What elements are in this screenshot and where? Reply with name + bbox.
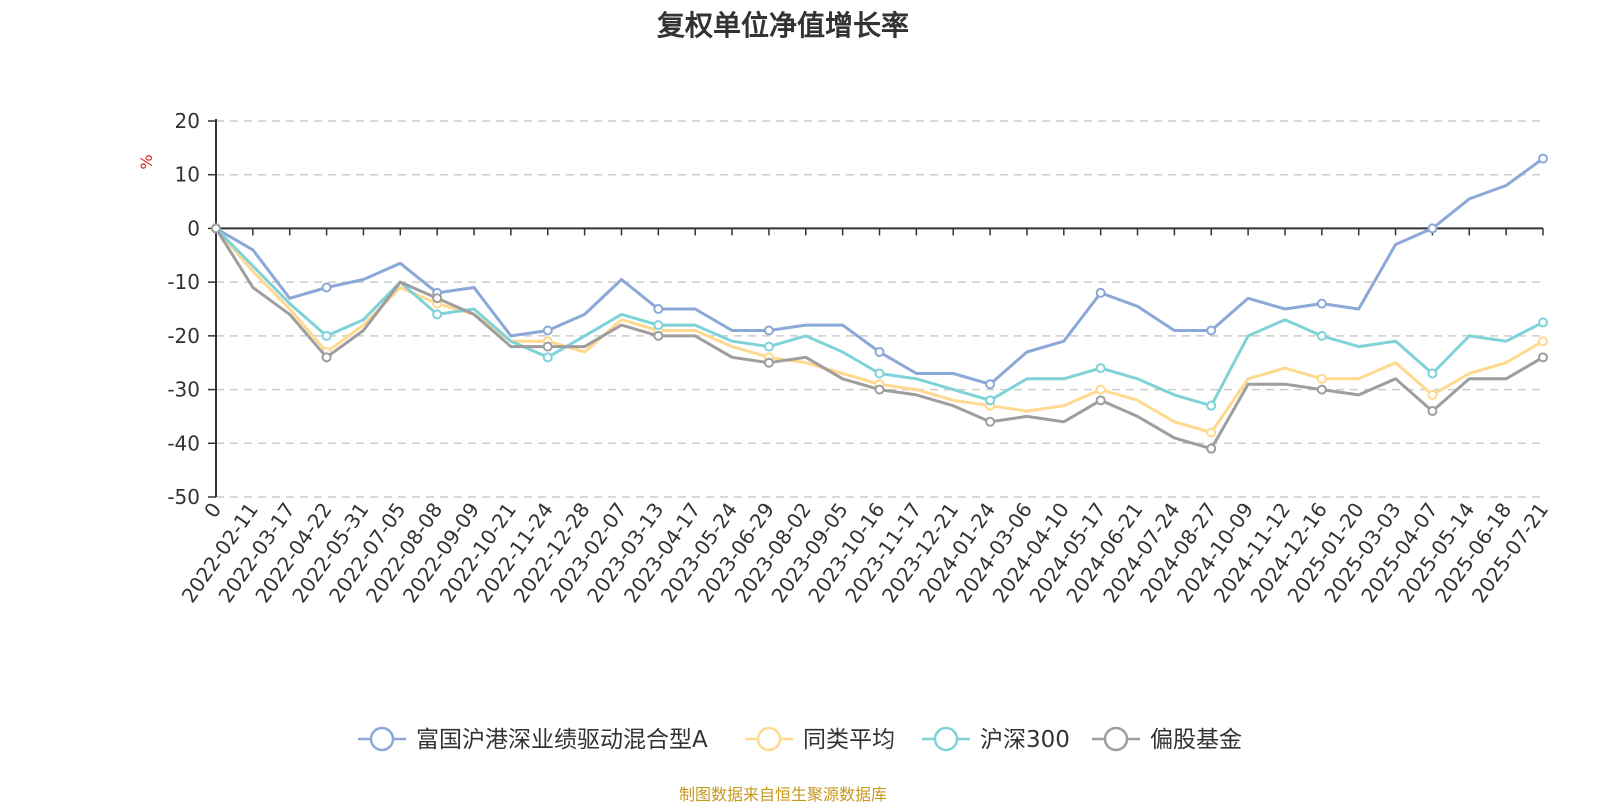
y-tick-label: -50: [167, 485, 200, 509]
data-point: [1316, 298, 1327, 309]
data-point: [1095, 363, 1106, 374]
y-tick-label: -30: [167, 378, 200, 402]
data-point: [763, 357, 774, 368]
legend-item[interactable]: 沪深300: [922, 726, 1070, 753]
y-tick-label: 10: [175, 163, 200, 187]
legend-marker-icon: [369, 726, 395, 752]
data-point: [432, 293, 443, 304]
data-point: [1538, 336, 1548, 347]
data-point: [1316, 373, 1327, 384]
data-point: [985, 379, 996, 390]
legend: 富国沪港深业绩驱动混合型A 同类平均 沪深300 偏股基金: [358, 726, 1242, 753]
data-point: [874, 384, 885, 395]
y-tick-label: 20: [175, 109, 200, 133]
chart-title: 复权单位净值增长率: [656, 9, 909, 42]
legend-marker-icon: [933, 726, 959, 752]
data-point: [874, 368, 885, 379]
series-2: [211, 223, 1548, 411]
legend-marker-icon: [1103, 726, 1129, 752]
legend-marker-icon: [756, 726, 782, 752]
series-lines: [211, 153, 1548, 454]
series-0: [211, 153, 1548, 390]
data-point: [1206, 443, 1217, 454]
y-axis-label: %: [137, 154, 156, 169]
legend-item[interactable]: 偏股基金: [1092, 726, 1242, 753]
data-point: [1095, 384, 1106, 395]
data-point: [763, 341, 774, 352]
y-tick-label: -20: [167, 324, 200, 348]
series-1: [211, 223, 1548, 438]
data-point: [1206, 325, 1217, 336]
data-point: [1538, 153, 1548, 164]
tick-labels: 20100-10-20-30-40-5002022-02-112022-03-1…: [167, 109, 1553, 607]
legend-label: 偏股基金: [1150, 727, 1242, 753]
data-point: [321, 330, 332, 341]
legend-item[interactable]: 同类平均: [745, 726, 895, 753]
data-point: [1427, 368, 1438, 379]
legend-label: 沪深300: [980, 727, 1070, 753]
data-point: [874, 346, 885, 357]
series-line: [214, 227, 1544, 434]
grid-lines: [216, 120, 1543, 498]
data-point: [1427, 406, 1438, 417]
data-point: [1427, 223, 1438, 234]
data-point: [1206, 400, 1217, 411]
x-tick-label: 0: [199, 498, 226, 522]
data-point: [1206, 427, 1217, 438]
legend-label: 同类平均: [803, 727, 895, 753]
data-point: [211, 223, 221, 234]
data-point: [542, 341, 553, 352]
data-point: [653, 330, 664, 341]
data-point: [1427, 389, 1438, 400]
data-point: [763, 325, 774, 336]
data-point: [1316, 384, 1327, 395]
axes: [208, 119, 1544, 498]
y-tick-label: -40: [167, 431, 200, 455]
source-note: 制图数据来自恒生聚源数据库: [678, 785, 887, 804]
series-line: [214, 227, 1544, 451]
legend-label: 富国沪港深业绩驱动混合型A: [416, 727, 708, 753]
data-point: [432, 309, 443, 320]
data-point: [321, 352, 332, 363]
data-point: [653, 320, 664, 331]
data-point: [653, 304, 664, 314]
data-point: [1316, 330, 1327, 341]
legend-item[interactable]: 富国沪港深业绩驱动混合型A: [358, 726, 708, 753]
series-3: [211, 223, 1548, 454]
data-point: [542, 352, 553, 363]
data-point: [985, 416, 996, 427]
data-point: [1095, 287, 1106, 298]
data-point: [985, 395, 996, 406]
y-tick-label: -10: [167, 270, 200, 294]
data-point: [1538, 352, 1548, 363]
data-point: [1095, 395, 1106, 406]
data-point: [321, 282, 332, 293]
data-point: [1538, 317, 1548, 328]
data-point: [542, 325, 553, 336]
y-tick-label: 0: [187, 216, 200, 240]
